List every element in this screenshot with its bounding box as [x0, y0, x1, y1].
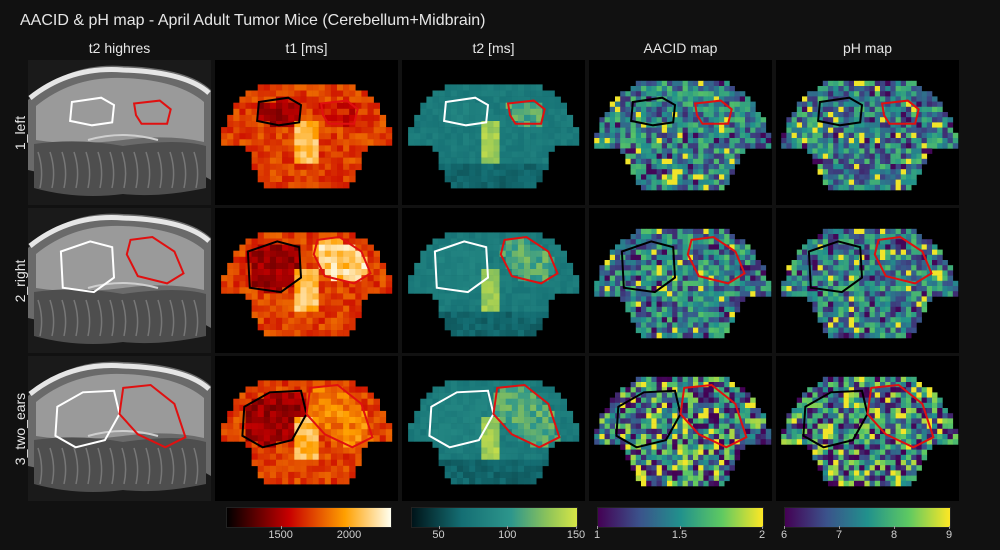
column-title-t1: t1 [ms] — [285, 40, 328, 56]
image-panel-2-right-aacid — [589, 208, 772, 353]
panel-image — [408, 380, 580, 485]
colorbar-tick-mark — [839, 526, 840, 529]
image-panel-2-right-t2 — [402, 208, 585, 353]
colorbar-t1 — [226, 507, 392, 528]
roi-outline-left — [59, 240, 116, 294]
roi-outline-left — [620, 240, 677, 294]
roi-outline-left — [69, 96, 116, 127]
colorbar-tick-label: 2 — [758, 529, 766, 541]
panel-image — [221, 84, 393, 189]
roi-outline-tumor — [492, 383, 561, 449]
panel-image — [594, 376, 772, 487]
colorbar-tick-mark — [762, 526, 763, 529]
column-title-t2-highres: t2 highres — [88, 40, 151, 56]
panel-image — [408, 232, 580, 337]
column-title-aacid: AACID map — [643, 40, 718, 56]
row-label-3-two-ears: 3_two_ears — [12, 392, 28, 465]
figure-title: AACID & pH map - April Adult Tumor Mice … — [20, 12, 486, 29]
image-panel-1-left-t2 — [28, 60, 211, 205]
colorbar-tick-mark — [576, 526, 577, 529]
roi-outline-tumor — [499, 235, 559, 285]
image-panel-1-left-aacid — [589, 60, 772, 205]
colorbar-tick-label: 8 — [890, 529, 898, 541]
roi-outline-left — [433, 240, 490, 294]
roi-outline-tumor — [693, 99, 733, 125]
column-title-t2: t2 [ms] — [472, 40, 515, 56]
roi-outline-tumor — [686, 235, 746, 285]
roi-outline-left — [241, 389, 308, 449]
roi-outline-left — [807, 240, 864, 294]
panel-image — [28, 356, 211, 501]
roi-outline-tumor — [866, 383, 935, 449]
panel-image — [781, 228, 959, 339]
colorbar-tick-label: 1.5 — [671, 529, 688, 541]
panel-image — [594, 80, 772, 191]
row-label-2-right: 2_right — [12, 259, 28, 302]
image-panel-1-left-t1 — [215, 60, 398, 205]
colorbar-ph — [784, 507, 951, 528]
panel-image — [594, 228, 772, 339]
colorbar-tick-label: 1 — [593, 529, 601, 541]
colorbar-tick-mark — [949, 526, 950, 529]
colorbar-tick-label: 100 — [498, 529, 517, 541]
roi-outline-tumor — [679, 383, 748, 449]
roi-outline-left — [630, 96, 677, 127]
colorbar-tick-mark — [438, 526, 440, 529]
colorbar-tick-mark — [349, 526, 350, 529]
colorbar-tick-mark — [894, 526, 895, 529]
roi-outline-tumor — [506, 99, 546, 125]
image-panel-3-two-ears-aacid — [589, 356, 772, 501]
roi-outline-left — [428, 389, 495, 449]
roi-outline-left — [817, 96, 864, 127]
colorbar-tick-label: 50 — [432, 529, 445, 541]
roi-outline-tumor — [118, 383, 187, 449]
image-panel-1-left-t2 — [402, 60, 585, 205]
panel-image — [28, 208, 211, 353]
colorbar-tick-mark — [784, 526, 785, 529]
colorbar-tick-label: 1500 — [268, 529, 293, 541]
panel-image — [781, 376, 959, 487]
colorbar-tick-mark — [597, 526, 598, 529]
panel-image — [221, 380, 393, 485]
colorbar-aacid — [597, 507, 764, 528]
roi-outline-tumor — [125, 235, 185, 285]
colorbar-tick-label: 150 — [566, 529, 586, 541]
image-panel-3-two-ears-t2 — [402, 356, 585, 501]
colorbar-tick-label: 6 — [780, 529, 788, 541]
roi-outline-left — [443, 96, 490, 127]
colorbar-tick-label: 2000 — [336, 529, 362, 541]
roi-outline-left — [615, 389, 682, 449]
roi-outline-tumor — [132, 99, 172, 125]
panel-image — [781, 80, 959, 191]
roi-outline-left — [802, 389, 869, 449]
colorbar-tick-mark — [679, 526, 681, 529]
image-panel-3-two-ears-ph — [776, 356, 959, 501]
colorbar-tick-label: 7 — [835, 529, 843, 541]
image-panel-2-right-t1 — [215, 208, 398, 353]
colorbar-tick-mark — [507, 526, 509, 529]
colorbar-tick-label: 9 — [945, 529, 953, 541]
column-title-ph: pH map — [842, 40, 893, 56]
row-label-1-left: 1_left — [12, 115, 28, 150]
image-panel-3-two-ears-t2 — [28, 356, 211, 501]
panel-image — [28, 60, 211, 205]
image-panel-2-right-t2 — [28, 208, 211, 353]
panel-image — [221, 232, 393, 337]
image-panel-3-two-ears-t1 — [215, 356, 398, 501]
roi-outline-tumor — [873, 235, 933, 285]
roi-outline-tumor — [312, 235, 372, 285]
panel-image — [408, 84, 580, 189]
roi-outline-tumor — [305, 383, 374, 449]
image-panel-1-left-ph — [776, 60, 959, 205]
colorbar-tick-mark — [280, 526, 282, 529]
roi-outline-left — [54, 389, 121, 449]
image-panel-2-right-ph — [776, 208, 959, 353]
roi-outline-left — [246, 240, 303, 294]
roi-outline-tumor — [319, 99, 359, 125]
roi-outline-left — [256, 96, 303, 127]
roi-outline-tumor — [880, 99, 920, 125]
colorbar-t2 — [411, 507, 578, 528]
